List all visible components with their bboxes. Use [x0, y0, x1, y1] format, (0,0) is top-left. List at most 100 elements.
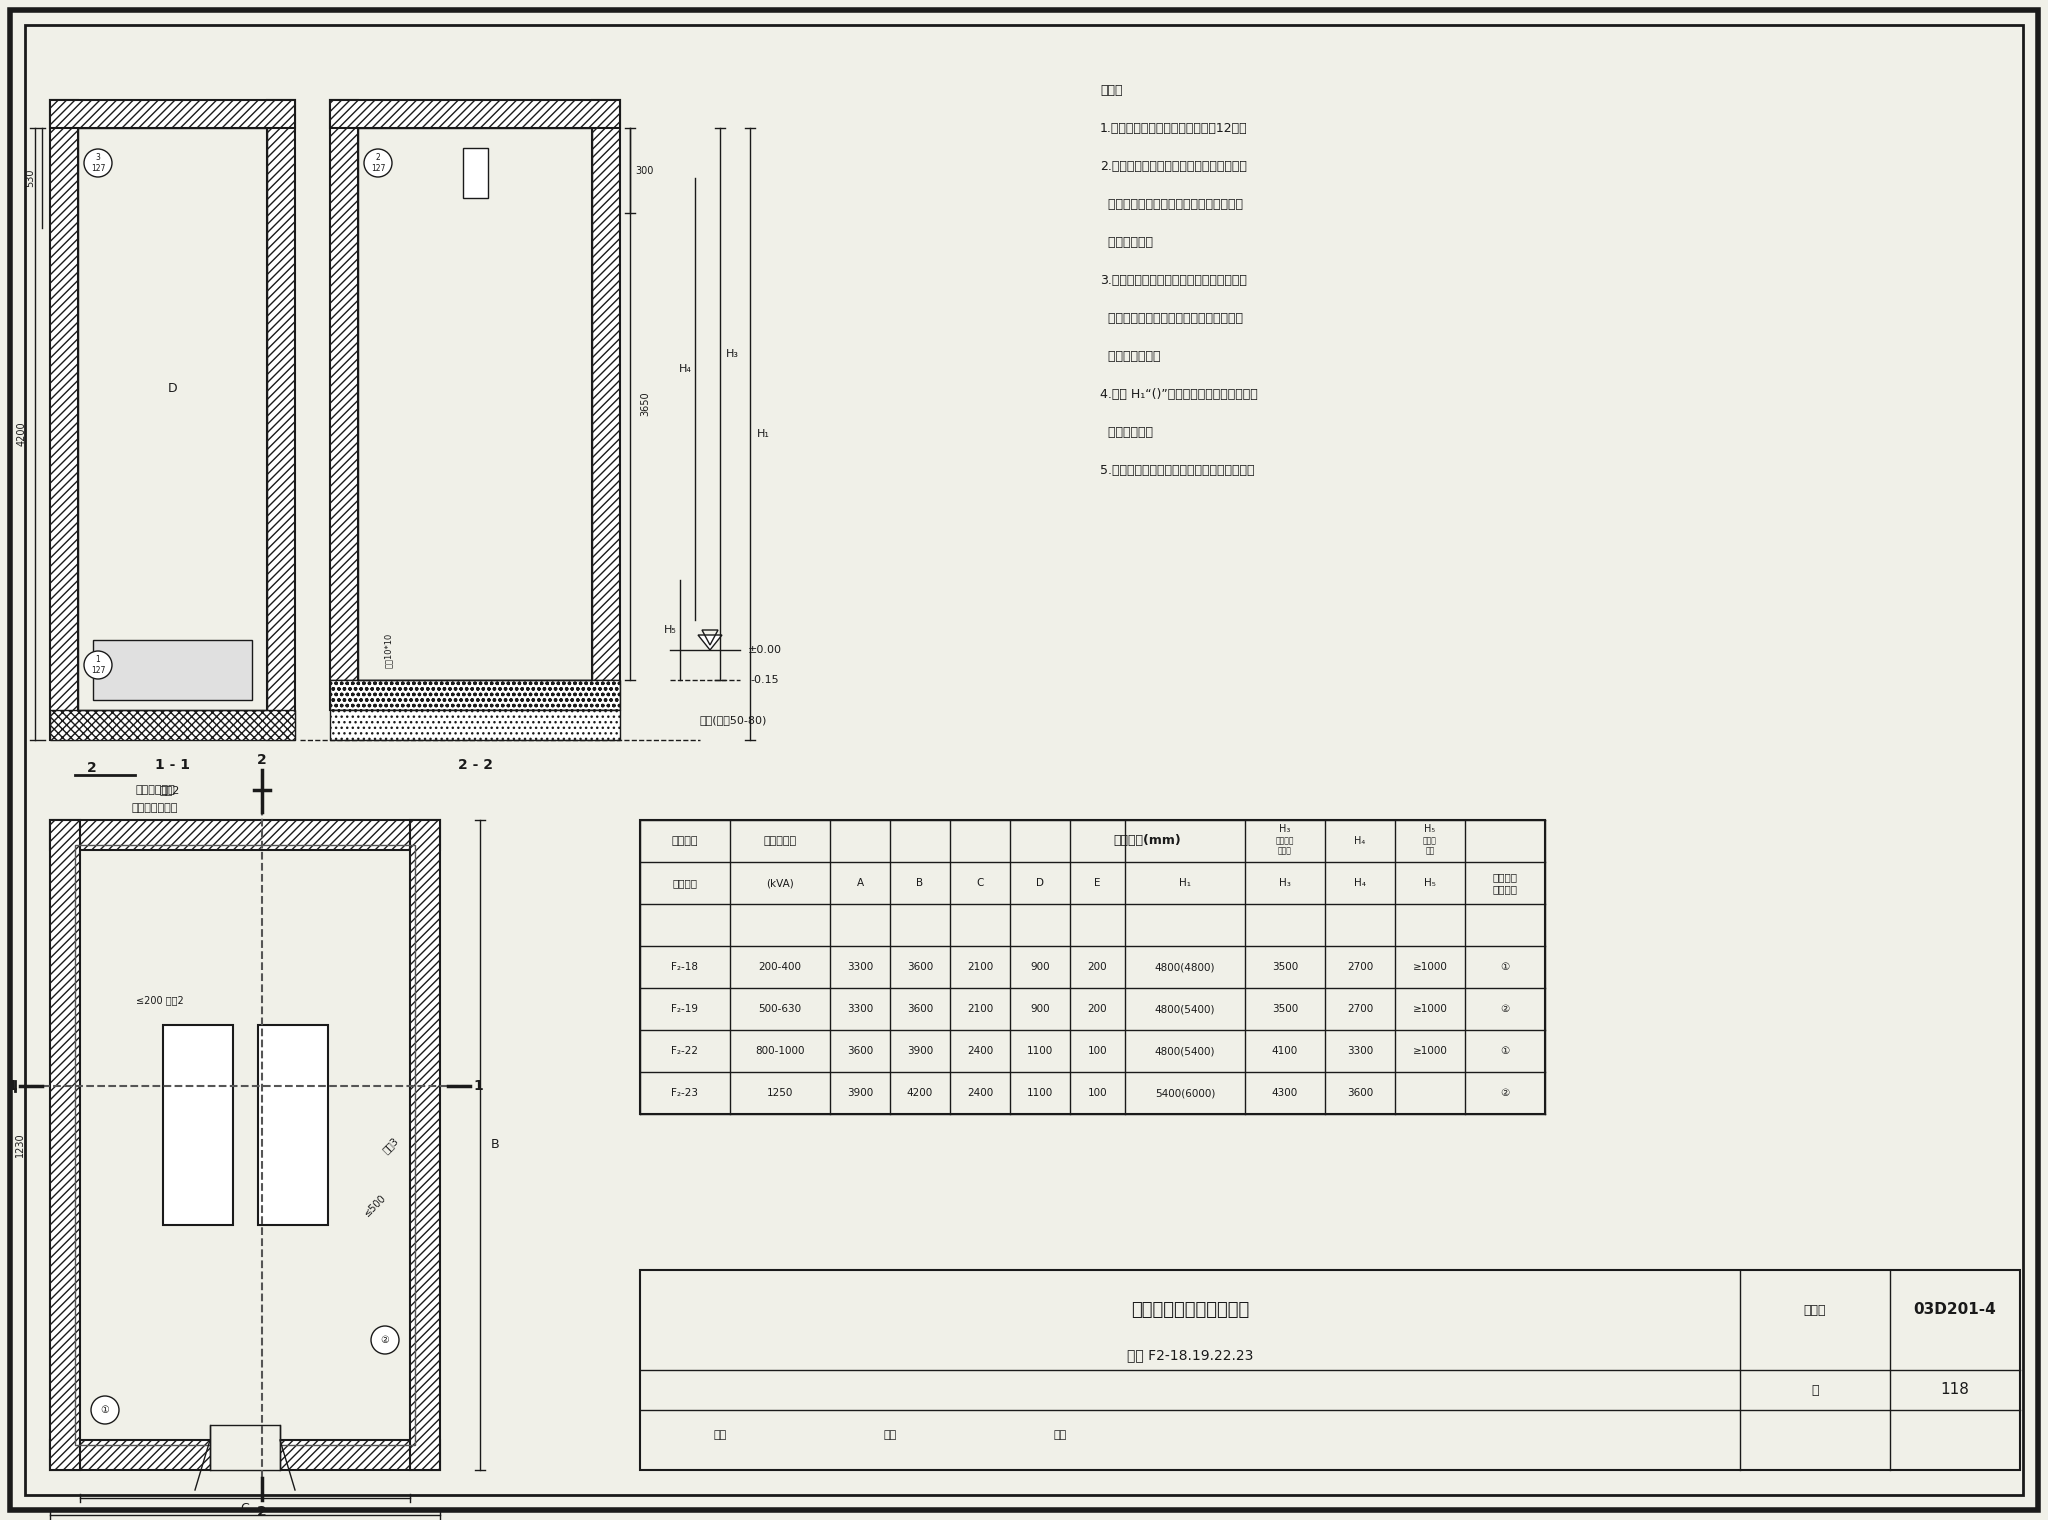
Bar — [330, 100, 358, 710]
Text: 超出图示范围。: 超出图示范围。 — [1100, 350, 1161, 362]
Text: 出风窗中
心高度: 出风窗中 心高度 — [1276, 836, 1294, 856]
Circle shape — [84, 651, 113, 679]
Text: ≤200 说明2: ≤200 说明2 — [135, 996, 184, 1005]
Bar — [358, 128, 592, 679]
Text: 1 - 1: 1 - 1 — [156, 758, 190, 772]
Text: 离多少不限。: 离多少不限。 — [1100, 236, 1153, 248]
Text: ①: ① — [100, 1404, 109, 1415]
Text: 室中心线的尺寸由工程设计决定，但不得: 室中心线的尺寸由工程设计决定，但不得 — [1100, 312, 1243, 324]
Text: 2: 2 — [256, 752, 266, 768]
Bar — [592, 100, 621, 710]
Text: D: D — [168, 383, 178, 395]
Text: 4200: 4200 — [16, 421, 27, 447]
Text: 2700: 2700 — [1348, 962, 1372, 971]
Text: 卵石(直径50-80): 卵石(直径50-80) — [700, 714, 768, 725]
Text: H₃: H₃ — [1280, 879, 1290, 888]
Bar — [266, 100, 295, 740]
Bar — [49, 100, 295, 128]
Text: F₂-18: F₂-18 — [672, 962, 698, 971]
Text: 2 - 2: 2 - 2 — [457, 758, 492, 772]
Text: H₅: H₅ — [664, 625, 676, 635]
Text: 3500: 3500 — [1272, 1005, 1298, 1014]
Text: 页: 页 — [1810, 1383, 1819, 1397]
Text: 进风窗
高度: 进风窗 高度 — [1423, 836, 1438, 856]
Bar — [92, 640, 252, 701]
Text: ②: ② — [381, 1335, 389, 1345]
Bar — [49, 100, 78, 740]
Text: 2100: 2100 — [967, 1005, 993, 1014]
Text: ±0.00: ±0.00 — [748, 644, 782, 655]
Text: H₄: H₄ — [1354, 836, 1366, 847]
Text: H₄: H₄ — [678, 363, 692, 374]
Text: 或用混凝土模块: 或用混凝土模块 — [131, 803, 178, 813]
Text: 4200: 4200 — [907, 1088, 934, 1097]
Text: 530: 530 — [25, 169, 35, 187]
Text: 变压器室土建设计任务图: 变压器室土建设计任务图 — [1130, 1301, 1249, 1319]
Text: C: C — [240, 1502, 250, 1514]
Bar — [330, 710, 621, 740]
Bar — [49, 710, 295, 740]
Text: 图集号: 图集号 — [1804, 1304, 1827, 1316]
Text: 1: 1 — [6, 1079, 16, 1093]
Bar — [330, 100, 621, 128]
Text: H₃: H₃ — [725, 350, 739, 359]
Text: 校对: 校对 — [883, 1430, 897, 1439]
Text: 用混凝土抹平: 用混凝土抹平 — [135, 784, 174, 795]
Text: 4800(5400): 4800(5400) — [1155, 1005, 1214, 1014]
Bar — [49, 100, 295, 128]
Text: 500-630: 500-630 — [758, 1005, 801, 1014]
Text: B: B — [492, 1138, 500, 1152]
Text: 4100: 4100 — [1272, 1046, 1298, 1056]
Text: 3300: 3300 — [848, 1005, 872, 1014]
Polygon shape — [698, 635, 723, 651]
Bar — [49, 819, 80, 1470]
Text: 200: 200 — [1087, 1005, 1108, 1014]
Text: 300: 300 — [635, 166, 653, 175]
Text: 900: 900 — [1030, 962, 1051, 971]
Text: 1100: 1100 — [1026, 1088, 1053, 1097]
Bar — [78, 128, 266, 710]
Text: 说明：: 说明： — [1100, 84, 1122, 96]
Bar — [639, 1271, 2019, 1470]
Bar — [266, 100, 295, 740]
Text: 1
127: 1 127 — [90, 655, 104, 675]
Text: H₅: H₅ — [1423, 879, 1436, 888]
Bar — [330, 100, 358, 710]
Bar — [49, 819, 440, 850]
Text: -0.15: -0.15 — [752, 675, 780, 686]
Text: 低压母线
墙洞位置: 低压母线 墙洞位置 — [1493, 872, 1518, 894]
Text: 3900: 3900 — [907, 1046, 934, 1056]
Bar — [330, 710, 621, 740]
Text: 118: 118 — [1942, 1383, 1970, 1397]
Bar — [211, 1426, 281, 1470]
Bar — [162, 1024, 233, 1225]
Text: E: E — [1094, 879, 1100, 888]
Text: 变压器室: 变压器室 — [672, 836, 698, 847]
Text: ≥1000: ≥1000 — [1413, 1046, 1448, 1056]
Text: F₂-19: F₂-19 — [672, 1005, 698, 1014]
Bar — [463, 147, 487, 198]
Text: 4800(4800): 4800(4800) — [1155, 962, 1214, 971]
Text: 设计: 设计 — [1053, 1430, 1067, 1439]
Text: 1100: 1100 — [1026, 1046, 1053, 1056]
Text: 网孔10*10: 网孔10*10 — [383, 632, 393, 667]
Bar — [49, 710, 295, 740]
Text: D: D — [1036, 879, 1044, 888]
Text: 5400(6000): 5400(6000) — [1155, 1088, 1214, 1097]
Text: 5.变压器室通风窗的有效面积见附录（一）。: 5.变压器室通风窗的有效面积见附录（一）。 — [1100, 464, 1255, 476]
Text: 说明2: 说明2 — [160, 784, 180, 795]
Text: 4300: 4300 — [1272, 1088, 1298, 1097]
Bar — [639, 819, 1544, 1114]
Bar — [330, 100, 621, 128]
Bar — [49, 1439, 440, 1470]
Bar — [49, 100, 78, 740]
Text: 吸心时采用。: 吸心时采用。 — [1100, 426, 1153, 438]
Text: 3600: 3600 — [1348, 1088, 1372, 1097]
Text: ≥1000: ≥1000 — [1413, 962, 1448, 971]
Text: H₃: H₃ — [1280, 824, 1290, 834]
Circle shape — [371, 1325, 399, 1354]
Text: 100: 100 — [1087, 1046, 1108, 1056]
Text: 2: 2 — [88, 762, 96, 775]
Text: 1230: 1230 — [14, 1132, 25, 1157]
Text: 800-1000: 800-1000 — [756, 1046, 805, 1056]
